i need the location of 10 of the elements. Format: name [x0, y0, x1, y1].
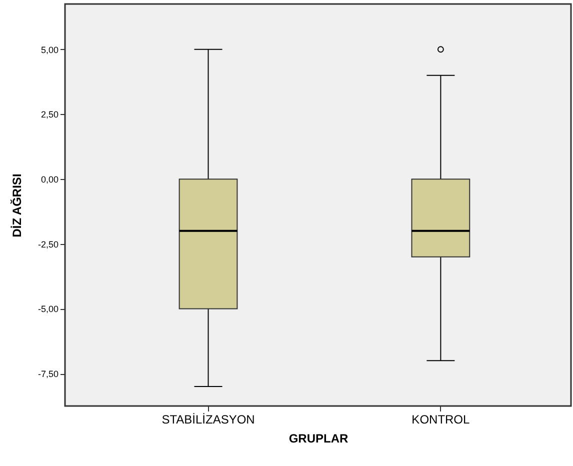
y-tick-label: -7,50: [38, 369, 58, 380]
y-tick-label: 2,50: [40, 110, 58, 120]
y-tick-label: -5,00: [38, 304, 58, 314]
y-tick-label: 5,00: [40, 44, 58, 55]
y-tick-label: 0,00: [40, 174, 58, 185]
x-tick-label: KONTROL: [412, 412, 470, 426]
y-tick-label: -2,50: [38, 239, 58, 250]
x-tick-label: STABİLİZASYON: [162, 412, 255, 426]
y-axis-title: DİZ AĞRISI: [10, 174, 24, 238]
x-axis-title: GRUPLAR: [288, 432, 348, 446]
